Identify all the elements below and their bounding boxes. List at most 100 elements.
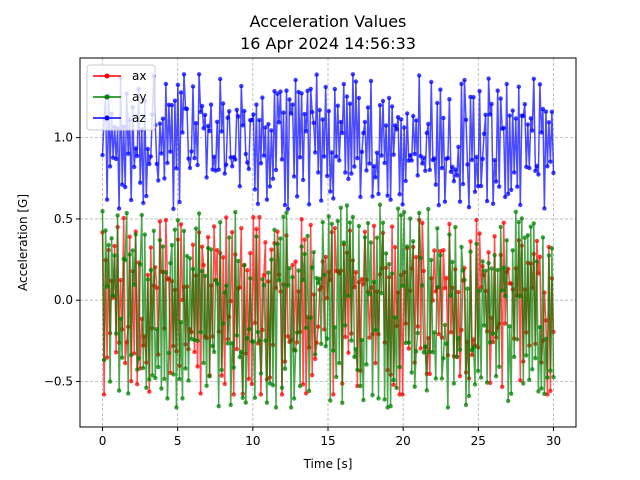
data-point-az (273, 167, 279, 173)
data-point-ay (211, 349, 217, 355)
data-point-ay (100, 209, 105, 214)
data-point-az (107, 164, 113, 169)
legend-swatch-marker (104, 94, 110, 100)
data-point-ay (536, 389, 541, 394)
data-point-ay (236, 258, 241, 264)
data-point-ay (166, 350, 172, 356)
data-point-az (539, 130, 544, 135)
data-point-az (288, 111, 294, 116)
data-point-az (536, 172, 541, 177)
data-point-ay (154, 327, 159, 332)
data-point-ay (374, 235, 380, 240)
y-tick-label: 0.5 (54, 212, 73, 226)
data-point-ax (249, 381, 254, 387)
data-point-az (322, 154, 327, 159)
data-point-az (361, 130, 366, 136)
data-point-az (376, 191, 381, 197)
data-point-ay (344, 203, 350, 208)
data-point-az (246, 166, 251, 172)
data-point-az (484, 198, 490, 204)
data-point-ay (383, 251, 389, 256)
data-point-ay (518, 294, 523, 299)
data-point-az (205, 123, 211, 129)
data-point-az (174, 166, 179, 171)
data-point-ay (221, 321, 226, 326)
data-point-az (365, 105, 371, 110)
data-point-ay (319, 341, 324, 346)
data-point-ay (405, 244, 410, 249)
data-point-ay (234, 333, 239, 338)
data-point-az (531, 76, 536, 82)
data-point-az (178, 90, 184, 95)
data-point-az (530, 128, 535, 133)
x-tick-label: 20 (396, 434, 411, 448)
data-point-ax (205, 234, 211, 240)
data-point-ay (270, 383, 276, 388)
data-point-ay (240, 395, 245, 400)
legend-entry-ax: ax (93, 69, 146, 83)
data-point-ay (322, 272, 327, 277)
data-point-az (294, 194, 300, 199)
data-point-ay (184, 253, 190, 259)
data-point-ay (347, 220, 353, 225)
data-point-ay (162, 376, 167, 382)
data-point-ay (228, 402, 233, 408)
data-point-ax (389, 224, 395, 229)
data-point-ay (346, 293, 351, 298)
data-point-ay (539, 386, 544, 391)
data-point-az (334, 154, 339, 159)
data-point-az (359, 149, 365, 155)
data-point-az (355, 156, 360, 161)
data-point-az (302, 111, 307, 117)
data-point-ay (515, 337, 520, 342)
data-point-ax (346, 350, 351, 355)
data-point-ax (468, 239, 473, 244)
data-point-az (148, 154, 153, 159)
data-point-az (272, 88, 277, 94)
data-point-az (421, 155, 426, 160)
data-point-az (113, 156, 119, 162)
series-line-az (101, 74, 555, 210)
data-point-ay (466, 393, 472, 399)
data-point-az (278, 89, 283, 94)
data-point-ax (135, 382, 140, 387)
data-point-ay (222, 290, 227, 295)
series-az (100, 72, 556, 212)
series-layer (100, 72, 556, 410)
data-point-ay (477, 288, 482, 293)
data-point-ax (178, 222, 184, 227)
data-point-ax (456, 289, 461, 295)
legend-label: ay (132, 90, 146, 104)
data-point-az (433, 182, 438, 187)
data-point-az (257, 117, 262, 123)
data-point-ax (231, 392, 236, 397)
data-point-ay (257, 338, 262, 343)
data-point-ay (373, 327, 378, 333)
data-point-az (545, 164, 550, 169)
data-point-az (211, 154, 217, 159)
data-point-ay (169, 242, 175, 248)
data-point-ay (493, 374, 499, 379)
data-point-ay (285, 283, 291, 288)
data-point-ay (216, 404, 221, 409)
data-point-ax (258, 392, 264, 397)
data-point-ay (368, 240, 374, 245)
data-point-az (282, 202, 288, 208)
data-point-ay (475, 368, 481, 374)
data-point-ay (110, 293, 116, 298)
series-line-ay (101, 204, 555, 408)
data-point-az (370, 194, 375, 199)
legend-label: ax (132, 69, 146, 83)
x-axis-label: Time [s] (303, 457, 353, 471)
data-point-az (187, 165, 193, 171)
data-point-az (471, 95, 476, 100)
data-point-ay (297, 383, 303, 389)
data-point-ay (392, 315, 398, 320)
data-point-ay (311, 250, 316, 255)
data-point-ay (391, 377, 396, 383)
data-point-ay (126, 391, 131, 396)
data-point-ay (101, 357, 107, 363)
data-point-ay (284, 210, 289, 215)
legend-label: az (132, 111, 146, 125)
data-point-ay (190, 266, 196, 272)
